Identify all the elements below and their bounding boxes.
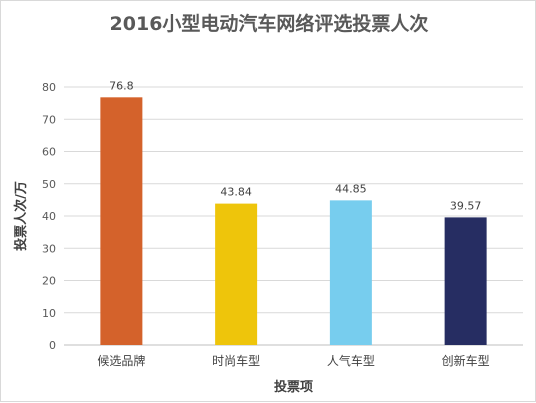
y-axis-ticks: 0 10 20 30 40 50 60 70 80 [42,81,56,352]
chart-title: 2016小型电动汽车网络评选投票人次 [109,13,429,35]
y-tick-label: 20 [42,275,56,288]
x-axis-title: 投票项 [274,379,313,395]
bar [215,203,258,345]
y-tick-label: 60 [42,146,56,159]
x-tick-label: 创新车型 [442,353,490,368]
data-labels: 76.8 43.84 44.85 39.57 [109,79,481,212]
y-tick-label: 80 [42,81,56,94]
data-label: 39.57 [450,199,482,212]
data-label: 44.85 [335,182,367,195]
x-tick-label: 候选品牌 [97,354,145,368]
x-axis-ticks: 候选品牌 时尚车型 人气车型 创新车型 [97,353,489,368]
x-tick-label: 时尚车型 [212,353,260,368]
y-axis-title: 投票人次/万 [13,181,29,251]
y-tick-label: 0 [49,339,56,352]
bar [329,200,372,345]
bars [100,97,487,345]
data-label: 43.84 [220,186,252,199]
bar [444,217,487,345]
y-tick-label: 50 [42,178,56,191]
y-tick-label: 10 [42,307,56,320]
x-tick-label: 人气车型 [327,353,375,368]
y-tick-label: 70 [42,113,56,126]
y-tick-label: 30 [42,242,56,255]
y-tick-label: 40 [42,210,56,223]
data-label: 76.8 [109,79,134,92]
bar [100,97,143,345]
